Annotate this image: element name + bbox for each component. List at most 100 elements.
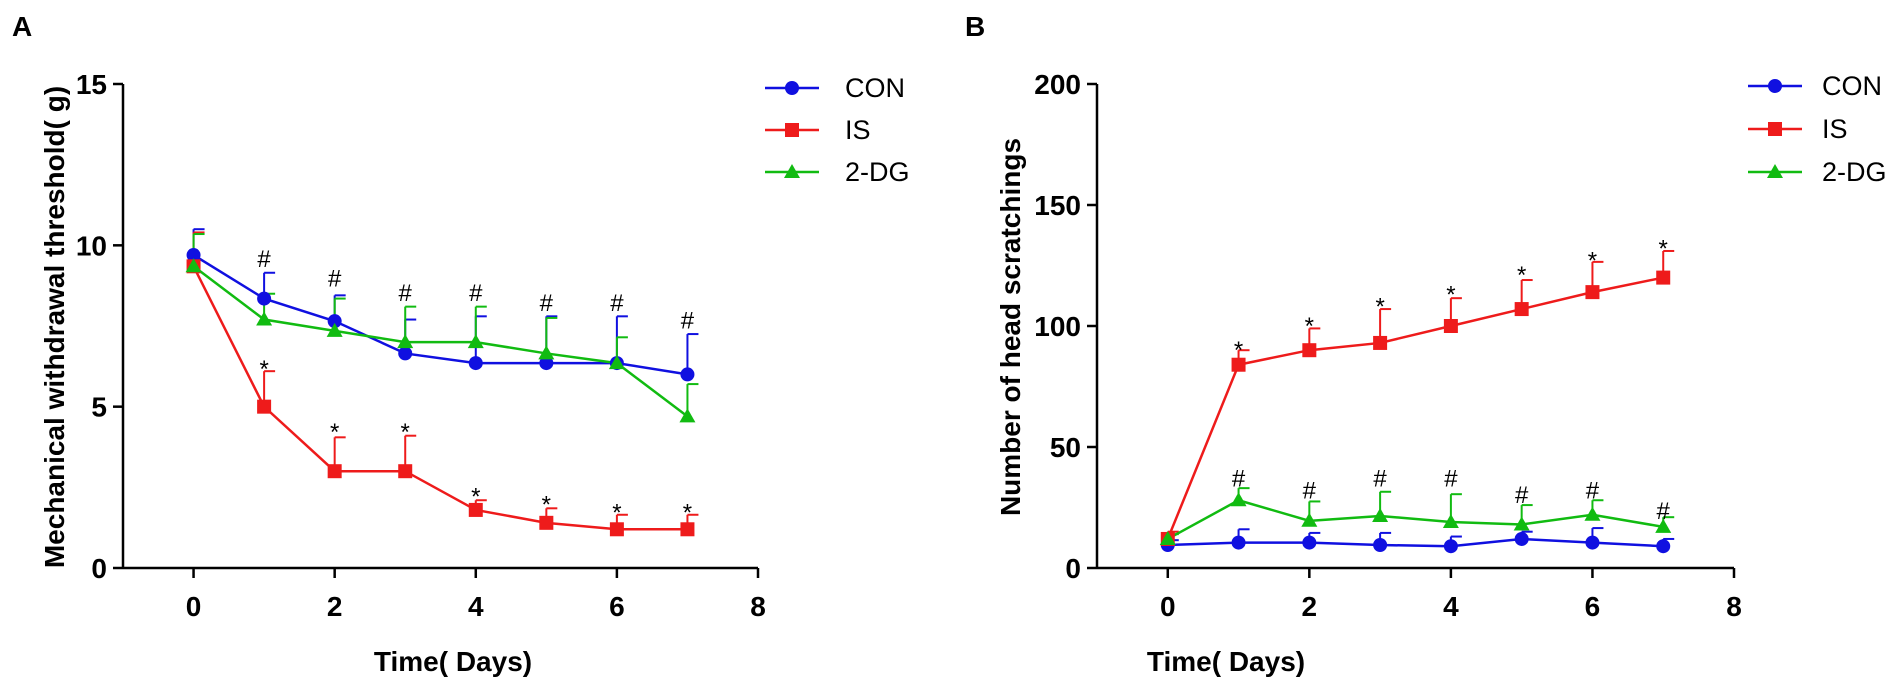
annotation-hash-a-5: # (610, 290, 624, 317)
series-line-is-a (192, 265, 688, 531)
y-tick-label-b-2: 100 (1034, 311, 1081, 342)
data-point-2dg-a-5 (538, 345, 555, 360)
data-point-is-a-4 (468, 502, 483, 517)
x-tick-label-a-1: 2 (327, 591, 343, 622)
annotation-star-b-4: * (1517, 262, 1526, 289)
annotation-star-b-1: * (1305, 313, 1314, 340)
legend-label-2dg-b: 2-DG (1822, 157, 1887, 187)
legend-label-2dg-a: 2-DG (845, 157, 910, 187)
series-line-is-b (1166, 276, 1664, 540)
data-point-is-b-7 (1656, 270, 1671, 285)
legend-item-is-b: IS (1748, 114, 1848, 144)
annotation-star-b-5: * (1588, 248, 1597, 275)
data-point-is-a-6 (609, 522, 624, 537)
legend-marker-2dg-b (1767, 164, 1783, 178)
data-point-is-b-6 (1585, 285, 1600, 300)
annotation-hash-b-1: # (1303, 477, 1317, 504)
legend-a: CON IS 2-DG (765, 73, 910, 187)
data-point-2dg-b-7 (1655, 518, 1672, 533)
data-point-is-b-5 (1514, 302, 1529, 317)
plot-area-b: 0 50 100 150 200 0 2 4 6 8 # # # # # # # * * * * * * * (1034, 69, 1742, 622)
data-point-2dg-b-1 (1230, 492, 1247, 507)
x-tick-label-b-3: 6 (1585, 591, 1601, 622)
x-tick-label-b-4: 8 (1726, 591, 1742, 622)
annotation-hash-b-6: # (1657, 498, 1671, 525)
annotation-star-b-0: * (1234, 337, 1243, 364)
data-point-con-b-1 (1231, 535, 1246, 550)
data-point-2dg-a-7 (679, 408, 696, 423)
legend-label-con-a: CON (845, 73, 905, 103)
chart-b: 0 50 100 150 200 0 2 4 6 8 # # # # # # # * * * * * * * Time( Da… (995, 69, 1887, 677)
data-point-con-a-2 (327, 314, 342, 329)
y-tick-label-a-3: 15 (76, 69, 107, 100)
annotation-hash-a-6: # (681, 308, 695, 335)
data-point-2dg-a-0 (185, 258, 202, 273)
annotation-hash-b-2: # (1373, 465, 1387, 492)
data-point-con-a-5 (539, 356, 554, 371)
data-point-con-b-5 (1514, 531, 1529, 546)
legend-marker-con-a (785, 81, 799, 95)
data-point-2dg-b-6 (1584, 506, 1601, 521)
data-point-2dg-b-5 (1513, 516, 1530, 531)
legend-label-con-b: CON (1822, 71, 1882, 101)
data-point-2dg-a-3 (397, 334, 414, 349)
x-tick-label-a-3: 6 (609, 591, 625, 622)
legend-b: CON IS 2-DG (1748, 71, 1887, 187)
x-axis-title-b: Time( Days) (1147, 646, 1305, 677)
panel-label-a: A (12, 11, 32, 42)
annotation-star-a-5: * (612, 500, 621, 527)
annotation-star-a-2: * (401, 419, 410, 446)
x-tick-label-a-2: 4 (468, 591, 484, 622)
plot-area-a: 0 5 10 15 0 2 4 6 8 # # # # # # # * * * * * * * (76, 69, 766, 622)
data-point-is-a-5 (539, 515, 554, 530)
annotation-star-a-3: * (471, 484, 480, 511)
data-point-con-a-3 (398, 346, 413, 361)
data-point-con-a-1 (257, 291, 272, 306)
series-line-con-b (1167, 537, 1664, 548)
data-point-is-a-1 (257, 399, 272, 414)
y-axis-title-a: Mechanical withdrawal threshold( g) (39, 86, 70, 568)
y-tick-label-b-3: 150 (1034, 190, 1081, 221)
series-line-con-a (192, 253, 688, 376)
x-tick-label-b-0: 0 (1160, 591, 1176, 622)
data-point-con-a-4 (468, 356, 483, 371)
annotation-hash-a-3: # (469, 280, 483, 307)
x-tick-label-b-1: 2 (1302, 591, 1318, 622)
y-axis-title-b: Number of head scratchings (995, 138, 1026, 516)
annotation-hash-b-0: # (1232, 465, 1246, 492)
annotation-hash-b-4: # (1515, 482, 1529, 509)
legend-label-is-b: IS (1822, 114, 1848, 144)
legend-item-is-a: IS (765, 115, 871, 145)
y-tick-label-a-2: 10 (76, 230, 107, 261)
chart-a: 0 5 10 15 0 2 4 6 8 # # # # # # # * * * * * * * Time( Days) Me… (39, 69, 910, 677)
y-tick-label-b-0: 0 (1065, 553, 1081, 584)
data-point-2dg-a-6 (608, 355, 625, 370)
series-line-2dg-a (192, 265, 689, 418)
legend-item-2dg-b: 2-DG (1748, 157, 1887, 187)
data-point-2dg-a-4 (467, 334, 484, 349)
data-point-is-b-2 (1302, 343, 1317, 358)
annotation-star-a-1: * (330, 419, 339, 446)
data-point-is-b-1 (1231, 357, 1246, 372)
data-point-2dg-a-2 (326, 322, 343, 337)
data-point-con-b-6 (1585, 535, 1600, 550)
data-point-is-a-2 (327, 464, 342, 479)
y-tick-label-b-4: 200 (1034, 69, 1081, 100)
data-point-is-a-3 (398, 464, 413, 479)
annotation-hash-a-2: # (399, 280, 413, 307)
data-point-con-b-2 (1302, 535, 1317, 550)
annotation-star-a-0: * (259, 356, 268, 383)
annotation-star-a-6: * (683, 500, 692, 527)
data-point-2dg-b-2 (1301, 512, 1318, 527)
annotation-star-b-3: * (1446, 281, 1455, 308)
data-point-con-a-7 (680, 367, 695, 382)
annotation-hash-a-0: # (257, 246, 271, 273)
series-line-2dg-b (1167, 498, 1664, 541)
y-tick-label-a-0: 0 (91, 553, 107, 584)
data-point-con-a-0 (186, 248, 201, 263)
data-point-con-b-7 (1656, 539, 1671, 554)
annotation-star-b-2: * (1375, 294, 1384, 321)
annotation-star-b-6: * (1659, 236, 1668, 263)
data-point-con-b-4 (1443, 539, 1458, 554)
legend-marker-is-a (785, 123, 799, 137)
